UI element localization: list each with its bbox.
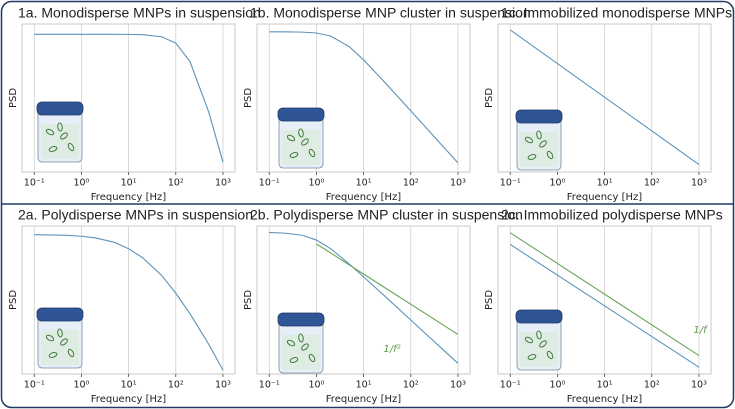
slope-annotation: 1/f² bbox=[383, 344, 400, 355]
psd-curve bbox=[34, 33, 224, 163]
x-axis-label: Frequency [Hz] bbox=[326, 192, 402, 203]
x-tick-label: 10⁰ bbox=[549, 178, 565, 189]
x-tick-label: 10³ bbox=[450, 178, 466, 189]
x-tick-label: 10³ bbox=[691, 178, 707, 189]
x-tick-label: 10⁰ bbox=[308, 178, 324, 189]
x-tick-label: 10³ bbox=[215, 178, 231, 189]
sample-jar-icon bbox=[515, 109, 563, 171]
x-tick-label: 10¹ bbox=[121, 178, 137, 189]
x-tick-label: 10¹ bbox=[121, 380, 137, 391]
y-axis-label: PSD bbox=[8, 290, 19, 310]
x-tick-label: 10² bbox=[403, 380, 419, 391]
sample-jar-icon bbox=[36, 307, 84, 369]
x-tick-label: 10³ bbox=[450, 380, 466, 391]
x-tick-label: 10¹ bbox=[597, 178, 613, 189]
psd-curve bbox=[509, 232, 700, 356]
slope-annotation: 1/f bbox=[693, 325, 708, 336]
panel-title: 1b. Monodisperse MNP cluster in suspensi… bbox=[250, 5, 531, 21]
x-tick-label: 10⁻¹ bbox=[500, 380, 521, 391]
panel-title: 2a. Polydisperse MNPs in suspension bbox=[18, 207, 253, 223]
psd-curve bbox=[269, 31, 459, 164]
x-tick-label: 10¹ bbox=[597, 380, 613, 391]
y-axis-label: PSD bbox=[8, 88, 19, 108]
x-tick-label: 10¹ bbox=[356, 178, 372, 189]
x-tick-label: 10⁻¹ bbox=[24, 178, 45, 189]
x-tick-label: 10⁰ bbox=[308, 380, 324, 391]
sample-jar-icon bbox=[277, 107, 325, 169]
x-tick-label: 10³ bbox=[691, 380, 707, 391]
psd-curve bbox=[34, 234, 224, 371]
x-tick-label: 10⁰ bbox=[549, 380, 565, 391]
x-tick-label: 10⁻¹ bbox=[259, 380, 280, 391]
x-axis-label: Frequency [Hz] bbox=[91, 192, 167, 203]
x-tick-label: 10⁻¹ bbox=[259, 178, 280, 189]
x-axis-label: Frequency [Hz] bbox=[91, 394, 167, 405]
panel-title: 1c. Immobilized monodisperse MNPs bbox=[501, 5, 732, 21]
x-tick-label: 10² bbox=[168, 178, 184, 189]
x-axis-label: Frequency [Hz] bbox=[326, 394, 402, 405]
x-tick-label: 10³ bbox=[215, 380, 231, 391]
sample-jar-icon bbox=[36, 101, 84, 163]
x-tick-label: 10² bbox=[168, 380, 184, 391]
x-tick-label: 10⁻¹ bbox=[500, 178, 521, 189]
panel-title: 2c. Immobilized polydisperse MNPs bbox=[501, 207, 723, 223]
x-tick-label: 10² bbox=[644, 380, 660, 391]
x-tick-label: 10⁻¹ bbox=[24, 380, 45, 391]
panel-title: 2b. Polydisperse MNP cluster in suspensi… bbox=[250, 207, 523, 223]
x-tick-label: 10⁰ bbox=[73, 178, 89, 189]
panel-title: 1a. Monodisperse MNPs in suspension bbox=[18, 5, 261, 21]
psd-curve bbox=[509, 29, 700, 165]
sample-jar-icon bbox=[277, 312, 325, 374]
y-axis-label: PSD bbox=[484, 290, 495, 310]
y-axis-label: PSD bbox=[243, 290, 254, 310]
x-tick-label: 10⁰ bbox=[73, 380, 89, 391]
y-axis-label: PSD bbox=[484, 88, 495, 108]
x-tick-label: 10² bbox=[644, 178, 660, 189]
x-tick-label: 10² bbox=[403, 178, 419, 189]
sample-jar-icon bbox=[515, 309, 563, 371]
y-axis-label: PSD bbox=[243, 88, 254, 108]
x-axis-label: Frequency [Hz] bbox=[567, 192, 643, 203]
psd-curve bbox=[269, 231, 459, 364]
psd-curve bbox=[316, 243, 459, 335]
x-tick-label: 10¹ bbox=[356, 380, 372, 391]
psd-curve bbox=[509, 244, 700, 368]
x-axis-label: Frequency [Hz] bbox=[567, 394, 643, 405]
